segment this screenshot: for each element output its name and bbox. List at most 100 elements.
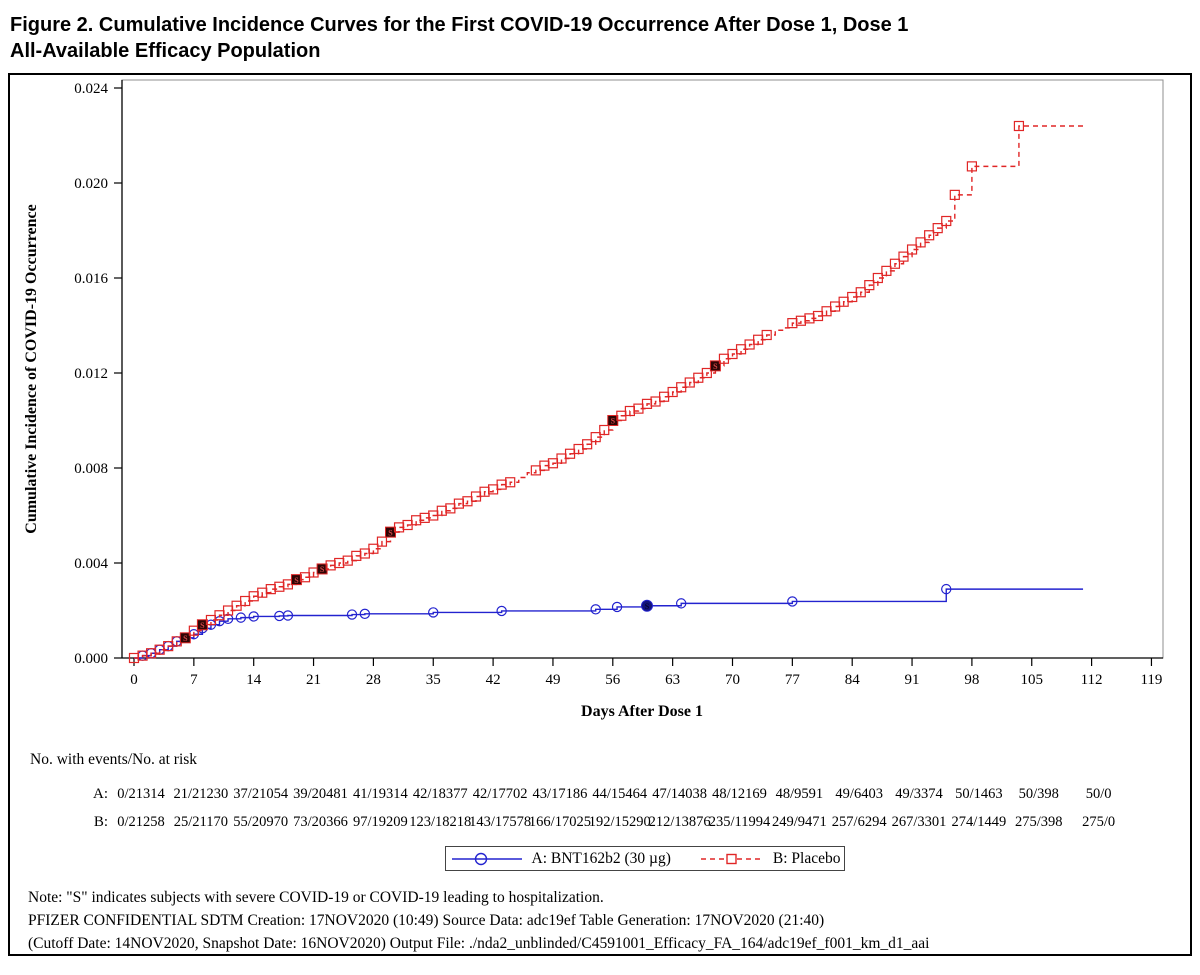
x-tick-label: 105 xyxy=(1021,672,1044,688)
figure-title-line2: All-Available Efficacy Population xyxy=(10,40,321,62)
risk-cell: 274/1449 xyxy=(951,814,1007,830)
severe-event-marker xyxy=(316,563,328,575)
risk-cell: 25/21170 xyxy=(173,814,228,830)
event-marker-square xyxy=(872,272,883,284)
figure-title: Figure 2. Cumulative Incidence Curves fo… xyxy=(10,12,908,64)
severe-event-marker xyxy=(709,360,721,372)
event-marker-square xyxy=(915,237,926,248)
risk-cell: 49/3374 xyxy=(895,786,943,802)
severe-s-glyph: S xyxy=(611,417,616,426)
x-tick-label: 70 xyxy=(725,672,740,688)
risk-cell: 143/17578 xyxy=(469,814,532,830)
event-marker-square xyxy=(188,625,199,636)
x-tick-label: 63 xyxy=(665,672,680,688)
y-tick-label: 0.000 xyxy=(74,651,108,667)
event-marker-square xyxy=(924,230,935,241)
risk-cell: 97/19209 xyxy=(353,814,408,830)
event-marker-square xyxy=(906,244,918,255)
risk-cell: 49/6403 xyxy=(835,786,883,802)
risk-cell: 55/20970 xyxy=(233,814,289,830)
x-tick-label: 98 xyxy=(964,672,979,688)
event-marker-circle xyxy=(941,583,952,595)
legend-item-placebo: B: Placebo xyxy=(699,849,841,868)
x-tick-label: 49 xyxy=(545,672,560,688)
event-marker-square xyxy=(898,251,909,262)
risk-cell: 249/9471 xyxy=(771,814,827,830)
risk-cell: 42/17702 xyxy=(472,786,528,802)
risk-cell: 48/9591 xyxy=(775,786,824,802)
event-marker-circle xyxy=(248,611,259,622)
plot-layer: 0.000 0.004 0.008 0.012 0.016 0.020 0.024 0 7 14 2… xyxy=(74,79,1164,688)
risk-cell: 235/11994 xyxy=(708,814,771,830)
event-marker-square xyxy=(795,315,807,326)
event-marker-square xyxy=(505,477,516,488)
severe-s-glyph: S xyxy=(183,634,188,643)
event-marker-square xyxy=(941,215,952,227)
event-marker-square xyxy=(590,432,601,443)
event-marker-circle xyxy=(428,607,439,618)
figure-border xyxy=(8,73,1192,956)
risk-row-label: A: xyxy=(93,786,108,802)
event-marker-square xyxy=(864,280,875,291)
severe-event-marker xyxy=(179,632,191,644)
note-output-file: (Cutoff Date: 14NOV2020, Snapshot Date: … xyxy=(28,935,930,952)
series-line-placebo xyxy=(134,125,1084,659)
risk-cell: 275/398 xyxy=(1014,814,1063,830)
risk-cell: 42/18377 xyxy=(412,786,468,802)
note-severe-definition: Note: "S" indicates subjects with severe… xyxy=(28,889,604,906)
severe-s-glyph: S xyxy=(294,576,299,585)
x-tick-label: 28 xyxy=(366,672,381,688)
risk-cell: 21/21230 xyxy=(173,786,229,802)
y-tick-label: 0.008 xyxy=(74,461,108,477)
x-tick-label: 56 xyxy=(605,672,621,688)
plot-frame xyxy=(121,79,1164,659)
risk-cell: 166/17025 xyxy=(528,814,591,830)
event-marker-square xyxy=(599,424,610,436)
risk-row-label: B: xyxy=(93,814,108,830)
severe-event-marker xyxy=(290,574,302,586)
y-tick-label: 0.016 xyxy=(74,271,108,287)
risk-cell: 0/21258 xyxy=(117,814,165,830)
event-marker-square xyxy=(932,223,943,234)
event-marker-square xyxy=(881,265,892,276)
risk-cell: 73/20366 xyxy=(293,814,348,830)
event-marker-circle xyxy=(676,598,687,609)
legend-label-b: B: Placebo xyxy=(772,849,841,867)
risk-cell: 37/21054 xyxy=(233,786,289,802)
event-marker-square xyxy=(966,161,978,172)
severe-s-glyph: S xyxy=(645,602,650,611)
risk-cell: 192/15290 xyxy=(588,814,651,830)
x-tick-label: 42 xyxy=(486,672,501,688)
event-marker-square xyxy=(488,484,499,495)
risk-cell: 41/19314 xyxy=(353,786,408,802)
severe-s-glyph: S xyxy=(713,362,718,371)
y-axis-title: Cumulative Incidence of COVID-19 Occurre… xyxy=(23,204,40,533)
event-marker-circle xyxy=(235,612,247,623)
x-tick-label: 14 xyxy=(246,672,262,688)
risk-cell: 275/0 xyxy=(1082,814,1116,830)
x-tick-label: 21 xyxy=(306,672,321,688)
series-line-bnt162b2 xyxy=(134,588,1084,659)
legend-label-a: A: BNT162b2 (30 µg) xyxy=(531,849,671,867)
event-marker-circle xyxy=(496,605,507,617)
y-tick-label: 0.012 xyxy=(74,366,108,382)
severe-s-glyph: S xyxy=(388,528,393,537)
event-marker-square xyxy=(761,329,772,341)
risk-cell: 123/18218 xyxy=(409,814,472,830)
event-marker-circle xyxy=(359,608,371,620)
risk-table-header: No. with events/No. at risk xyxy=(30,751,198,768)
event-marker-square xyxy=(855,287,866,298)
event-marker-square xyxy=(342,555,353,566)
event-marker-circle xyxy=(787,596,798,607)
x-tick-label: 0 xyxy=(130,672,138,688)
x-tick-label: 35 xyxy=(426,672,441,688)
event-marker-square xyxy=(368,543,379,554)
event-marker-circle xyxy=(346,609,358,620)
x-axis-title: Days After Dose 1 xyxy=(581,703,703,720)
x-tick-label: 77 xyxy=(785,672,801,688)
chart-legend: A: BNT162b2 (30 µg) B: Placebo xyxy=(445,846,845,871)
severe-s-glyph: S xyxy=(200,621,205,630)
legend-line-sample-b xyxy=(700,853,763,864)
